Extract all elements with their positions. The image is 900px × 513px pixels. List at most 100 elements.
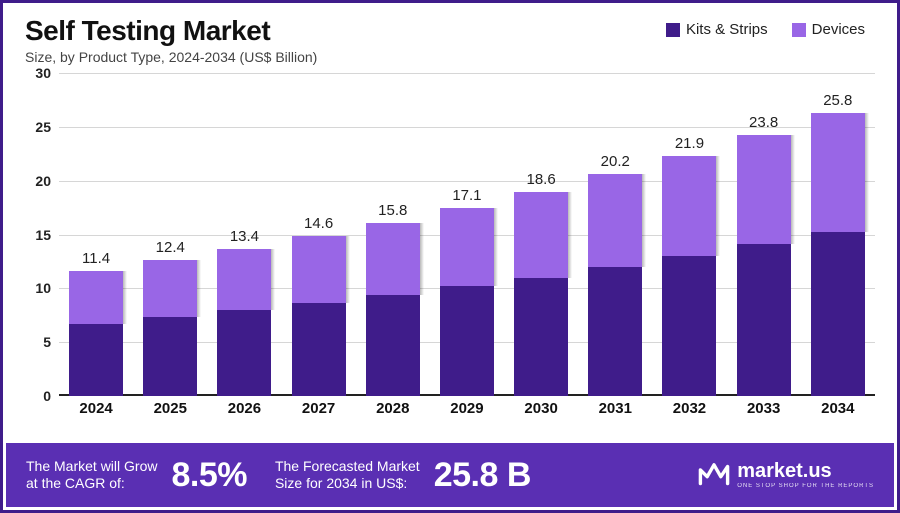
bar-stack [292,236,346,396]
bar-segment-kits [440,286,494,396]
bar-segment-devices [217,249,271,310]
forecast-block: The Forecasted MarketSize for 2034 in US… [275,456,531,495]
bar-stack [737,135,791,396]
bar-segment-devices [143,260,197,317]
cagr-label: The Market will Growat the CAGR of: [26,458,157,493]
bar-2026: 13.4 [213,249,275,396]
x-tick-label: 2034 [807,396,869,417]
bar-2034: 25.8 [807,113,869,396]
chart-area: 051015202530 11.412.413.414.615.817.118.… [25,73,875,420]
y-tick-label: 0 [43,388,51,404]
forecast-label: The Forecasted MarketSize for 2034 in US… [275,458,420,493]
cagr-block: The Market will Growat the CAGR of: 8.5% [26,456,247,495]
title-block: Self Testing Market Size, by Product Typ… [25,15,317,65]
legend-swatch-devices [792,23,806,37]
legend-item-devices: Devices [792,21,865,38]
bar-segment-devices [292,236,346,303]
bars-container: 11.412.413.414.615.817.118.620.221.923.8… [59,73,875,396]
bar-segment-devices [366,223,420,295]
bar-2029: 17.1 [436,208,498,396]
x-tick-label: 2031 [584,396,646,417]
bar-stack [69,271,123,396]
legend-label-kits: Kits & Strips [686,21,768,38]
logo-icon [697,458,731,492]
bar-total-label: 14.6 [304,215,333,232]
bar-segment-kits [143,317,197,396]
chart-subtitle: Size, by Product Type, 2024-2034 (US$ Bi… [25,49,317,65]
bar-stack [588,174,642,396]
bar-segment-kits [292,303,346,396]
header: Self Testing Market Size, by Product Typ… [3,3,897,65]
x-tick-label: 2027 [288,396,350,417]
x-tick-label: 2033 [733,396,795,417]
bar-segment-devices [440,208,494,286]
bar-segment-kits [69,324,123,396]
bar-total-label: 12.4 [156,239,185,256]
legend: Kits & Strips Devices [666,15,875,38]
bar-2031: 20.2 [584,174,646,396]
bar-total-label: 11.4 [82,250,110,267]
bar-segment-kits [217,310,271,396]
bar-total-label: 13.4 [230,228,259,245]
bar-2028: 15.8 [362,223,424,396]
bar-total-label: 21.9 [675,135,704,152]
cagr-value: 8.5% [171,456,247,495]
bar-segment-kits [662,256,716,396]
bar-stack [514,192,568,396]
bar-segment-devices [737,135,791,244]
x-tick-label: 2030 [510,396,572,417]
y-tick-label: 20 [35,173,51,189]
x-axis: 2024 2025 2026 2027 2028 2029 2030 2031 2032 2033… [59,396,875,420]
legend-item-kits: Kits & Strips [666,21,768,38]
bar-stack [143,260,197,396]
bar-2033: 23.8 [733,135,795,396]
bar-stack [217,249,271,396]
bar-stack [662,156,716,396]
bar-segment-kits [588,267,642,396]
bar-total-label: 18.6 [527,171,556,188]
logo-text: market.us ONE STOP SHOP FOR THE REPORTS [737,461,874,489]
x-tick-label: 2024 [65,396,127,417]
bar-segment-devices [662,156,716,256]
bar-total-label: 25.8 [823,92,852,109]
bar-stack [440,208,494,396]
bar-total-label: 17.1 [452,187,481,204]
y-tick-label: 25 [35,119,51,135]
y-axis: 051015202530 [25,73,55,396]
x-tick-label: 2028 [362,396,424,417]
y-tick-label: 30 [35,65,51,81]
footer-bar: The Market will Growat the CAGR of: 8.5%… [6,443,894,507]
chart-frame: Self Testing Market Size, by Product Typ… [0,0,900,513]
forecast-value: 25.8 B [434,456,531,495]
bar-total-label: 23.8 [749,114,778,131]
x-tick-label: 2032 [658,396,720,417]
bar-2032: 21.9 [658,156,720,396]
bar-segment-kits [811,232,865,397]
bar-total-label: 20.2 [601,153,630,170]
bar-stack [811,113,865,396]
chart-title: Self Testing Market [25,15,317,47]
y-tick-label: 10 [35,280,51,296]
x-tick-label: 2029 [436,396,498,417]
logo-main: market.us [737,461,874,481]
bar-segment-kits [737,244,791,396]
bar-total-label: 15.8 [378,202,407,219]
legend-swatch-kits [666,23,680,37]
bar-segment-devices [811,113,865,231]
bar-segment-devices [69,271,123,324]
x-tick-label: 2026 [213,396,275,417]
bar-segment-kits [514,278,568,396]
legend-label-devices: Devices [812,21,865,38]
bar-segment-devices [514,192,568,278]
logo-sub: ONE STOP SHOP FOR THE REPORTS [737,483,874,489]
bar-stack [366,223,420,396]
logo: market.us ONE STOP SHOP FOR THE REPORTS [697,458,874,492]
bar-segment-kits [366,295,420,396]
bar-2027: 14.6 [288,236,350,396]
bar-2030: 18.6 [510,192,572,396]
bar-segment-devices [588,174,642,266]
y-tick-label: 15 [35,227,51,243]
y-tick-label: 5 [43,334,51,350]
x-tick-label: 2025 [139,396,201,417]
plot-area: 11.412.413.414.615.817.118.620.221.923.8… [59,73,875,396]
